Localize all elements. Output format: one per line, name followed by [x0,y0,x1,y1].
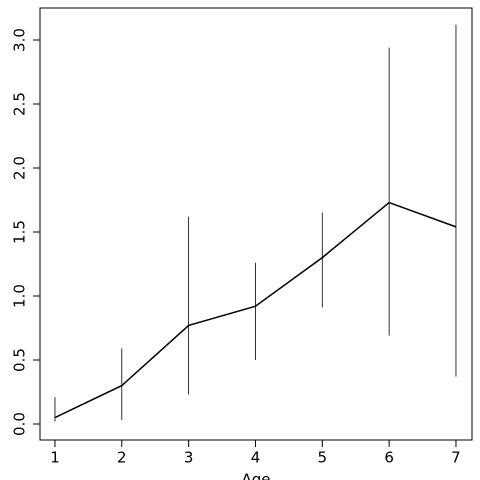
y-tick-label: 0.5 [11,348,29,372]
x-axis-label: Age [241,471,270,480]
x-tick-label: 7 [451,449,461,467]
y-tick-label: 2.0 [11,156,29,180]
x-tick-label: 5 [318,449,328,467]
x-tick-label: 1 [50,449,60,467]
x-tick-label: 2 [117,449,127,467]
y-tick-label: 0.0 [11,412,29,436]
y-tick-label: 1.0 [11,284,29,308]
x-tick-label: 6 [384,449,394,467]
mean-line [54,201,457,419]
x-tick-label: 4 [251,449,261,467]
y-tick-label: 1.5 [11,220,29,244]
x-tick-label: 3 [184,449,194,467]
y-tick-label: 2.5 [11,92,29,116]
plot-box [39,7,473,441]
y-tick-label: 3.0 [11,28,29,52]
